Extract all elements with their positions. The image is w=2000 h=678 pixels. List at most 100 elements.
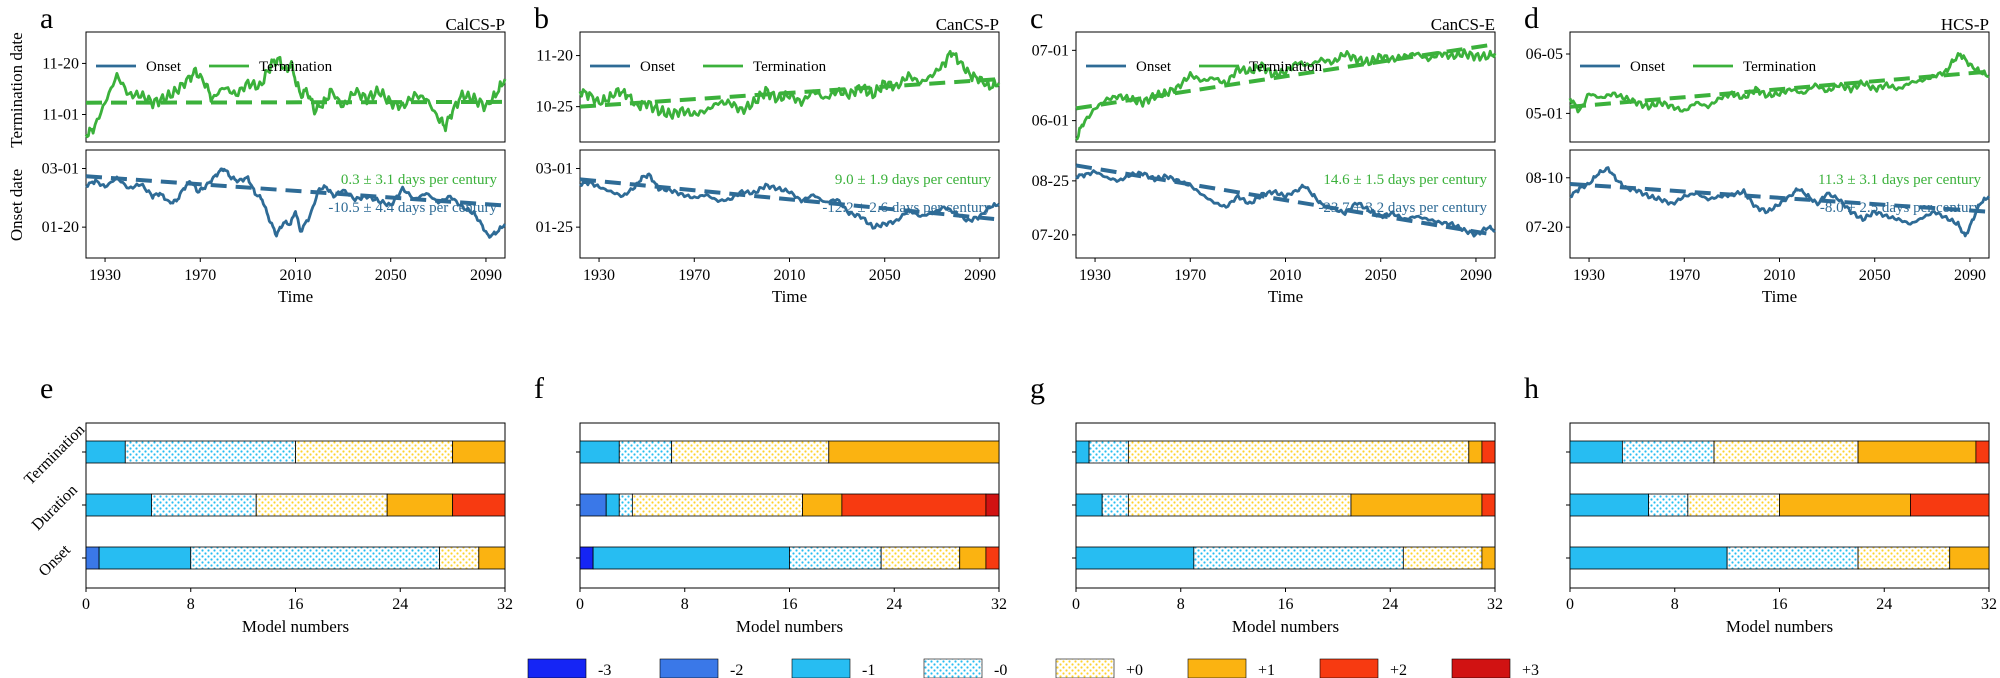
termination-subplot-b: 10-25 11-20 (536, 31, 1001, 143)
legend-swatch-plus2 (1319, 658, 1379, 678)
bar-segment-minus0 (1101, 493, 1129, 517)
bar-segment-minus0 (1726, 546, 1859, 570)
bar-segment-minus1 (98, 546, 192, 570)
bar-row-duration (1072, 493, 1496, 517)
panel-letter-d: d (1524, 2, 1539, 35)
termination-frame (1075, 31, 1496, 143)
legend-item-plus3: +3 (1451, 658, 1539, 678)
bar-row-duration: Duration (29, 482, 506, 534)
bar-segment-minus0 (190, 546, 440, 570)
panel-title-d: HCS-P (1941, 15, 1989, 34)
time-xtick-label: 1930 (583, 267, 615, 284)
onset-series-line (1075, 169, 1496, 238)
legend-label-plus1: +1 (1258, 662, 1275, 678)
time-xtick-label: 2010 (1764, 267, 1796, 284)
bar-segment-minus1 (605, 493, 620, 517)
bar-xtick-label: 0 (1072, 596, 1080, 613)
termination-trend-line (1569, 69, 1990, 109)
bar-segment-plus0 (1857, 546, 1951, 570)
onset-ytick-label: 08-25 (1032, 173, 1069, 190)
time-xtick-label: 1970 (1668, 267, 1700, 284)
bar-segment-minus2 (579, 493, 607, 517)
onset-trend-line (579, 177, 1000, 222)
bar-segment-minus1 (1569, 546, 1728, 570)
termination-ytick-label: 06-05 (1526, 46, 1563, 63)
bar-segment-plus2 (985, 546, 1000, 570)
legend-item-minus3: -3 (527, 658, 611, 678)
termination-ytick-label: 06-01 (1032, 113, 1069, 130)
line-legend-d: Onset Termination (1580, 59, 1817, 75)
time-xtick-label: 2010 (1270, 267, 1302, 284)
bar-xtick-label: 0 (1566, 596, 1574, 613)
legend-swatch-minus0 (923, 658, 983, 678)
termination-trend-line (579, 77, 1000, 109)
termination-trend-label: 14.6 ± 1.5 days per century (1323, 172, 1487, 188)
onset-trend-label: -23.7 ± 3.2 days per century (1318, 200, 1487, 216)
legend-item-plus2: +2 (1319, 658, 1407, 678)
bar-segment-plus1 (1481, 546, 1496, 570)
time-xtick-label: 1970 (1174, 267, 1206, 284)
bar-chart-h: h 0 8 16 24 32 Model numbers (1524, 372, 1997, 636)
bar-row-termination (1072, 440, 1496, 464)
line-legend-c: Onset Termination (1086, 59, 1323, 75)
bar-xtick-label: 8 (1671, 596, 1679, 613)
panel-title-c: CanCS-E (1431, 15, 1495, 34)
bar-segment-minus1 (1075, 546, 1195, 570)
bar-segment-plus1 (1949, 546, 1990, 570)
time-xtick-label: 2050 (869, 267, 901, 284)
bar-segment-plus1 (1779, 493, 1911, 517)
onset-ytick-label: 08-10 (1526, 170, 1563, 187)
bar-segment-minus1 (1075, 493, 1103, 517)
bar-segment-minus1 (579, 440, 620, 464)
onset-trend-line (85, 174, 506, 208)
termination-ytick-label: 05-01 (1526, 105, 1563, 122)
bar-xtick-label: 24 (1382, 596, 1398, 613)
time-xtick-label: 2090 (1954, 267, 1986, 284)
panel-d: d HCS-P 05-01 06-05 07-20 08-10 11.3 ± 3.1 day… (1524, 2, 1997, 636)
bar-row-label: Termination (21, 421, 88, 488)
bar-xtick-label: 8 (187, 596, 195, 613)
bar-segment-plus0 (1402, 546, 1483, 570)
bar-xtick-label: 24 (392, 596, 408, 613)
bar-row-onset (576, 546, 1000, 570)
bar-segment-plus1 (1468, 440, 1483, 464)
onset-trend-label: -8.0 ± 2.5 days per century (1820, 200, 1982, 216)
time-xtick-label: 2090 (1460, 267, 1492, 284)
onset-ytick-label: 07-20 (1032, 227, 1069, 244)
bar-row-duration (1566, 493, 1990, 517)
bar-segment-plus0 (1127, 440, 1470, 464)
legend-swatch-plus1 (1187, 658, 1247, 678)
bar-row-onset (1072, 546, 1496, 570)
bar-xtick-label: 8 (681, 596, 689, 613)
bar-segment-minus1 (1075, 440, 1090, 464)
onset-axis-label: Onset date (7, 169, 26, 241)
panel-b: b CanCS-P 10-25 11-20 01-25 03-01 9.0 ± 1.9 da… (534, 2, 1007, 636)
bar-xtick-label: 0 (576, 596, 584, 613)
bar-segment-plus0 (880, 546, 961, 570)
termination-frame (85, 31, 506, 143)
bar-row-termination: Termination (21, 421, 506, 488)
legend-swatch-minus2 (659, 658, 719, 678)
bar-segment-plus1 (452, 440, 506, 464)
bar-segment-plus2 (841, 493, 987, 517)
onset-trend-line (1075, 163, 1496, 237)
bar-row-termination (1566, 440, 1990, 464)
time-xtick-label: 2010 (774, 267, 806, 284)
bar-chart-g: g 0 8 16 24 32 Model numbers (1030, 372, 1503, 636)
termination-subplot-a: 11-01 11-20 (42, 31, 507, 143)
bar-segment-minus0 (1088, 440, 1129, 464)
time-xtick-label: 1930 (1079, 267, 1111, 284)
bar-segment-plus1 (386, 493, 454, 517)
bar-xtick-label: 16 (1772, 596, 1788, 613)
bar-segment-minus1 (592, 546, 790, 570)
time-xtick-label: 2010 (280, 267, 312, 284)
bar-segment-minus1 (85, 440, 126, 464)
onset-ytick-label: 01-25 (536, 219, 573, 236)
bar-segment-minus0 (1648, 493, 1689, 517)
bar-xtick-label: 8 (1177, 596, 1185, 613)
onset-ytick-label: 07-20 (1526, 219, 1563, 236)
panel-letter-e: e (40, 372, 53, 405)
termination-ytick-label: 10-25 (536, 99, 573, 116)
termination-ytick-label: 11-20 (42, 55, 79, 72)
